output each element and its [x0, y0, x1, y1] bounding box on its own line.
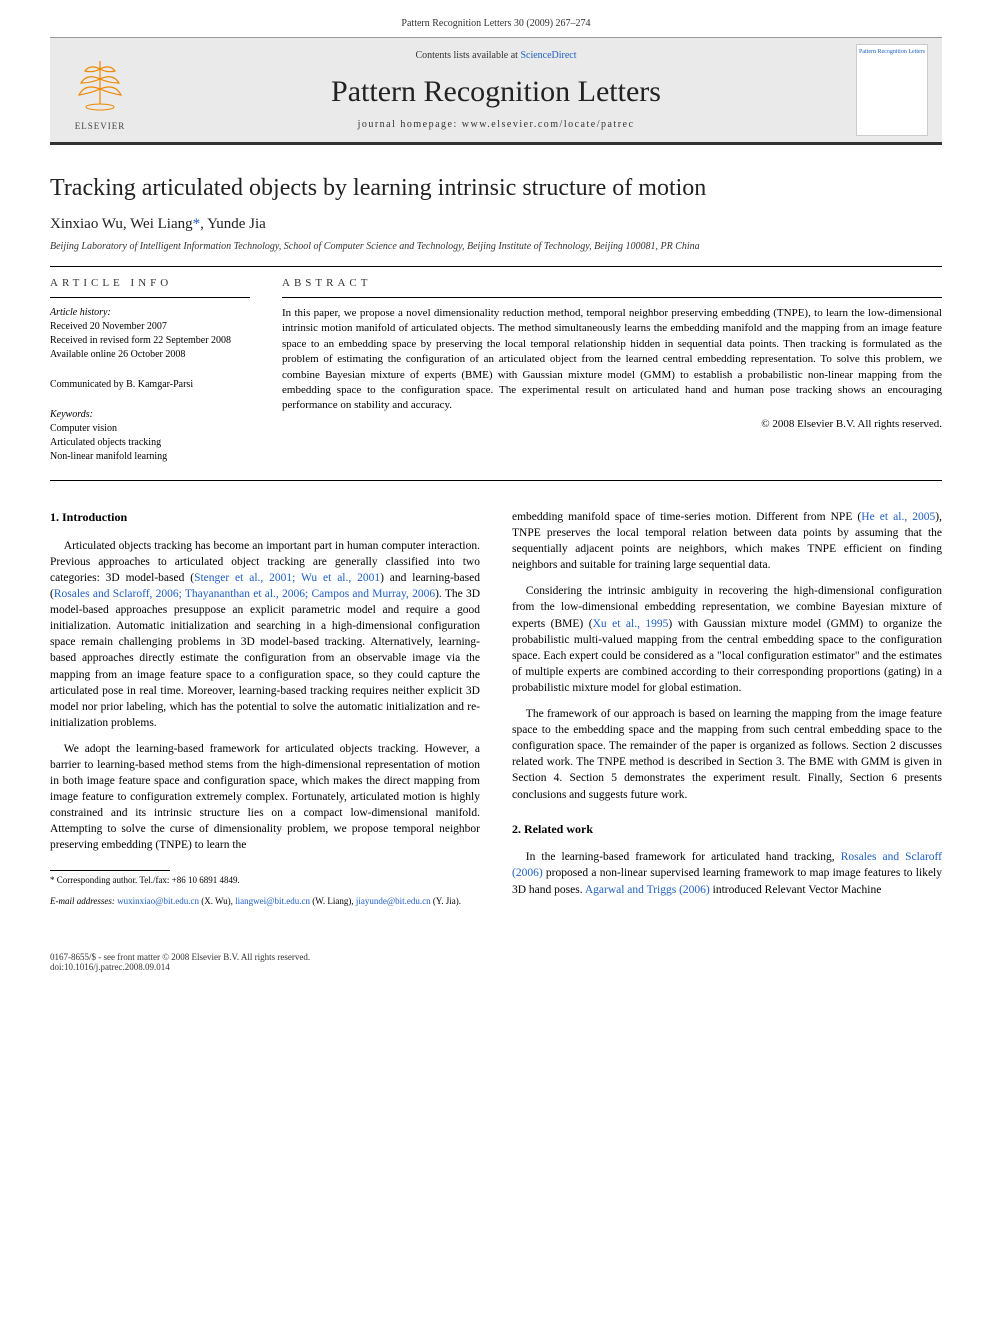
citation-he[interactable]: He et al., 2005 — [861, 511, 935, 523]
elsevier-label: ELSEVIER — [75, 121, 126, 131]
author-list: Xinxiao Wu, Wei Liang*, Yunde Jia — [50, 216, 942, 233]
email-link-1[interactable]: wuxinxiao@bit.edu.cn — [117, 896, 199, 906]
abstract-copyright: © 2008 Elsevier B.V. All rights reserved… — [282, 418, 942, 430]
divider-after-abstract — [50, 480, 942, 481]
history-label: Article history: — [50, 306, 250, 320]
citation-text: Pattern Recognition Letters 30 (2009) 26… — [401, 18, 590, 29]
citation-rosales-etc[interactable]: Rosales and Sclaroff, 2006; Thayananthan… — [54, 588, 435, 600]
footnote-corresponding: * Corresponding author. Tel./fax: +86 10… — [50, 875, 480, 887]
authors-first-two: Xinxiao Wu, Wei Liang — [50, 216, 193, 232]
citation-agarwal-triggs[interactable]: Agarwal and Triggs (2006) — [585, 884, 710, 896]
body-columns: 1. Introduction Articulated objects trac… — [50, 509, 942, 918]
affiliation: Beijing Laboratory of Intelligent Inform… — [50, 241, 942, 252]
info-abstract-row: ARTICLE INFO Article history: Received 2… — [50, 267, 942, 472]
homepage-url: www.elsevier.com/locate/patrec — [462, 119, 635, 130]
paragraph-4: Considering the intrinsic ambiguity in r… — [512, 583, 942, 696]
footer-left: 0167-8655/$ - see front matter © 2008 El… — [50, 952, 310, 972]
paragraph-1: Articulated objects tracking has become … — [50, 538, 480, 731]
email-link-3[interactable]: jiayunde@bit.edu.cn — [356, 896, 431, 906]
email-name-2: (W. Liang), — [312, 896, 353, 906]
communicated-block: Communicated by B. Kamgar-Parsi — [50, 370, 250, 400]
journal-cover-block: Pattern Recognition Letters — [842, 38, 942, 142]
page-footer: 0167-8655/$ - see front matter © 2008 El… — [0, 952, 992, 992]
p6-text-c: introduced Relevant Vector Machine — [710, 884, 882, 896]
article-info-heading: ARTICLE INFO — [50, 267, 250, 297]
email-name-1: (X. Wu), — [201, 896, 233, 906]
email-label: E-mail addresses: — [50, 896, 115, 906]
body-column-left: 1. Introduction Articulated objects trac… — [50, 509, 480, 918]
journal-masthead: ELSEVIER Contents lists available at Sci… — [50, 37, 942, 145]
keywords-block: Keywords: Computer vision Articulated ob… — [50, 400, 250, 472]
paragraph-6: In the learning-based framework for arti… — [512, 849, 942, 897]
homepage-prefix: journal homepage: — [358, 119, 462, 130]
email-link-2[interactable]: liangwei@bit.edu.cn — [235, 896, 310, 906]
p6-text-a: In the learning-based framework for arti… — [526, 851, 841, 863]
received-date: Received 20 November 2007 — [50, 320, 250, 334]
journal-name: Pattern Recognition Letters — [150, 75, 842, 109]
abstract-heading: ABSTRACT — [282, 267, 942, 297]
masthead-center: Contents lists available at ScienceDirec… — [150, 38, 842, 142]
abstract-column: ABSTRACT In this paper, we propose a nov… — [282, 267, 942, 472]
section-2-heading: 2. Related work — [512, 821, 942, 838]
online-date: Available online 26 October 2008 — [50, 348, 250, 362]
journal-cover-thumbnail: Pattern Recognition Letters — [856, 44, 928, 136]
article-info-column: ARTICLE INFO Article history: Received 2… — [50, 267, 250, 472]
author-3: Yunde Jia — [207, 216, 266, 232]
p3-text-a: embedding manifold space of time-series … — [512, 511, 861, 523]
sciencedirect-link[interactable]: ScienceDirect — [520, 50, 576, 61]
running-header: Pattern Recognition Letters 30 (2009) 26… — [0, 0, 992, 37]
paper-title: Tracking articulated objects by learning… — [50, 175, 942, 202]
elsevier-tree-icon — [65, 49, 135, 119]
citation-xu[interactable]: Xu et al., 1995 — [593, 618, 669, 630]
footnote-separator — [50, 870, 170, 871]
article-history-block: Article history: Received 20 November 20… — [50, 297, 250, 370]
citation-stenger-wu[interactable]: Stenger et al., 2001; Wu et al., 2001 — [194, 572, 380, 584]
abstract-text: In this paper, we propose a novel dimens… — [282, 297, 942, 414]
contents-line: Contents lists available at ScienceDirec… — [150, 50, 842, 61]
paragraph-2: We adopt the learning-based framework fo… — [50, 741, 480, 854]
cover-title: Pattern Recognition Letters — [859, 49, 925, 55]
keyword-2: Articulated objects tracking — [50, 436, 250, 450]
paragraph-5: The framework of our approach is based o… — [512, 706, 942, 803]
doi-line: doi:10.1016/j.patrec.2008.09.014 — [50, 962, 310, 972]
publisher-logo-block: ELSEVIER — [50, 38, 150, 142]
article-content: Tracking articulated objects by learning… — [0, 145, 992, 938]
keywords-label: Keywords: — [50, 408, 250, 422]
communicated-by: Communicated by B. Kamgar-Parsi — [50, 378, 250, 392]
homepage-line: journal homepage: www.elsevier.com/locat… — [150, 119, 842, 130]
section-1-heading: 1. Introduction — [50, 509, 480, 526]
p1-text-c: ). The 3D model-based approaches presupp… — [50, 588, 480, 729]
keyword-1: Computer vision — [50, 422, 250, 436]
revised-date: Received in revised form 22 September 20… — [50, 334, 250, 348]
email-name-3: (Y. Jia). — [433, 896, 461, 906]
corresponding-marker: * — [193, 216, 201, 232]
footnote-emails: E-mail addresses: wuxinxiao@bit.edu.cn (… — [50, 896, 480, 908]
copyright-front-matter: 0167-8655/$ - see front matter © 2008 El… — [50, 952, 310, 962]
body-column-right: embedding manifold space of time-series … — [512, 509, 942, 918]
keyword-3: Non-linear manifold learning — [50, 450, 250, 464]
paragraph-3: embedding manifold space of time-series … — [512, 509, 942, 573]
contents-prefix: Contents lists available at — [415, 50, 520, 61]
